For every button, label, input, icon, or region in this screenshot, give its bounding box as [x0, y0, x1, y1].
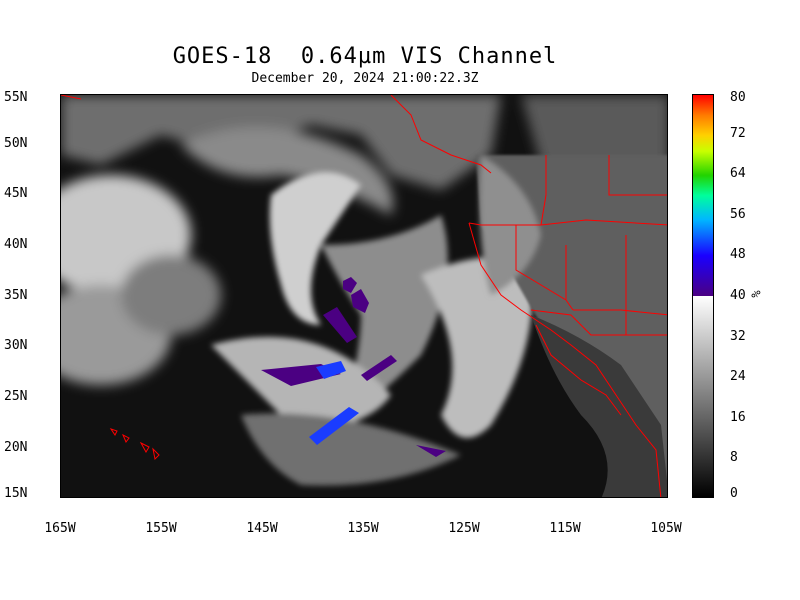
cloud-bank-west — [61, 175, 221, 385]
colorbar-tick-label: 40 — [730, 288, 746, 303]
satellite-image — [60, 94, 668, 498]
lat-label: 40N — [4, 237, 28, 252]
colorbar-tick-label: 64 — [730, 166, 746, 181]
colorbar-tick-label: 56 — [730, 207, 746, 222]
lon-label: 145W — [246, 521, 278, 536]
colorbar-tick-label: 80 — [730, 90, 746, 105]
colorbar-unit: % — [748, 290, 763, 298]
map-title: GOES-18 0.64µm VIS Channel — [172, 44, 558, 69]
colorbar-tick-label: 8 — [730, 450, 738, 465]
lat-label: 45N — [4, 186, 28, 201]
colorbar-tick-label: 0 — [730, 486, 738, 501]
political-borders — [61, 95, 667, 497]
lon-label: 165W — [44, 521, 76, 536]
lon-label: 125W — [448, 521, 480, 536]
lat-label: 25N — [4, 389, 28, 404]
colorbar-tick-label: 24 — [730, 369, 746, 384]
lon-label: 115W — [549, 521, 581, 536]
colorbar-tick-label: 16 — [730, 410, 746, 425]
colorbar-tick-label: 72 — [730, 126, 746, 141]
colorbar-tick-label: 48 — [730, 247, 746, 262]
lon-label: 105W — [650, 521, 682, 536]
colorbar-tick-label: 32 — [730, 329, 746, 344]
lat-label: 30N — [4, 338, 28, 353]
land-north-america — [476, 155, 667, 497]
lat-label: 20N — [4, 440, 28, 455]
map-timestamp: December 20, 2024 21:00:22.3Z — [251, 71, 479, 86]
lat-label: 15N — [4, 486, 28, 501]
lon-label: 155W — [145, 521, 177, 536]
satellite-canvas — [61, 95, 667, 497]
lat-label: 55N — [4, 90, 28, 105]
lat-label: 35N — [4, 288, 28, 303]
lat-label: 50N — [4, 136, 28, 151]
cold-cloud-tops — [261, 277, 446, 457]
colorbar — [692, 94, 714, 498]
lon-label: 135W — [347, 521, 379, 536]
